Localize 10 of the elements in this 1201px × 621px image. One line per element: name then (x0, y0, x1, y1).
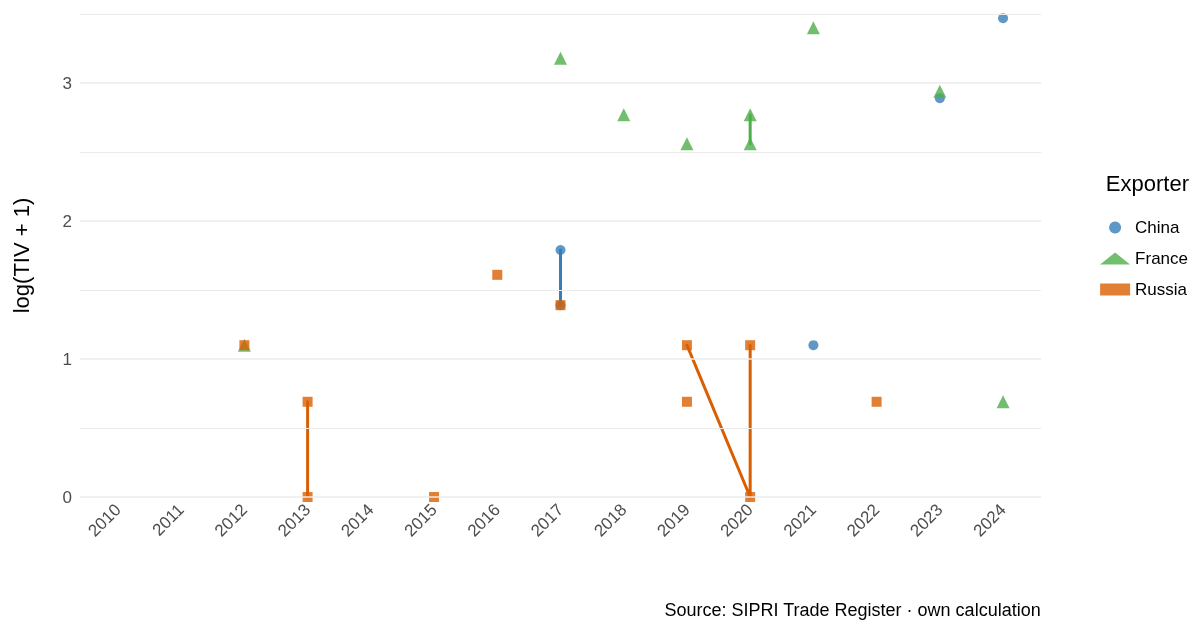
legend-label: France (1135, 249, 1189, 268)
y-tick-label: 2 (62, 211, 72, 231)
y-axis-title: log(TIV + 1) (8, 197, 34, 314)
legend-label: Russia (1135, 280, 1188, 299)
y-tick-label: 1 (62, 349, 72, 369)
legend-title: Exporter (1105, 170, 1190, 196)
legend-label: China (1135, 218, 1181, 237)
source-note: Source: SIPRI Trade Register · own calculation (664, 600, 1041, 620)
y-tick-label: 3 (62, 73, 72, 93)
y-tick-label: 0 (62, 487, 72, 507)
